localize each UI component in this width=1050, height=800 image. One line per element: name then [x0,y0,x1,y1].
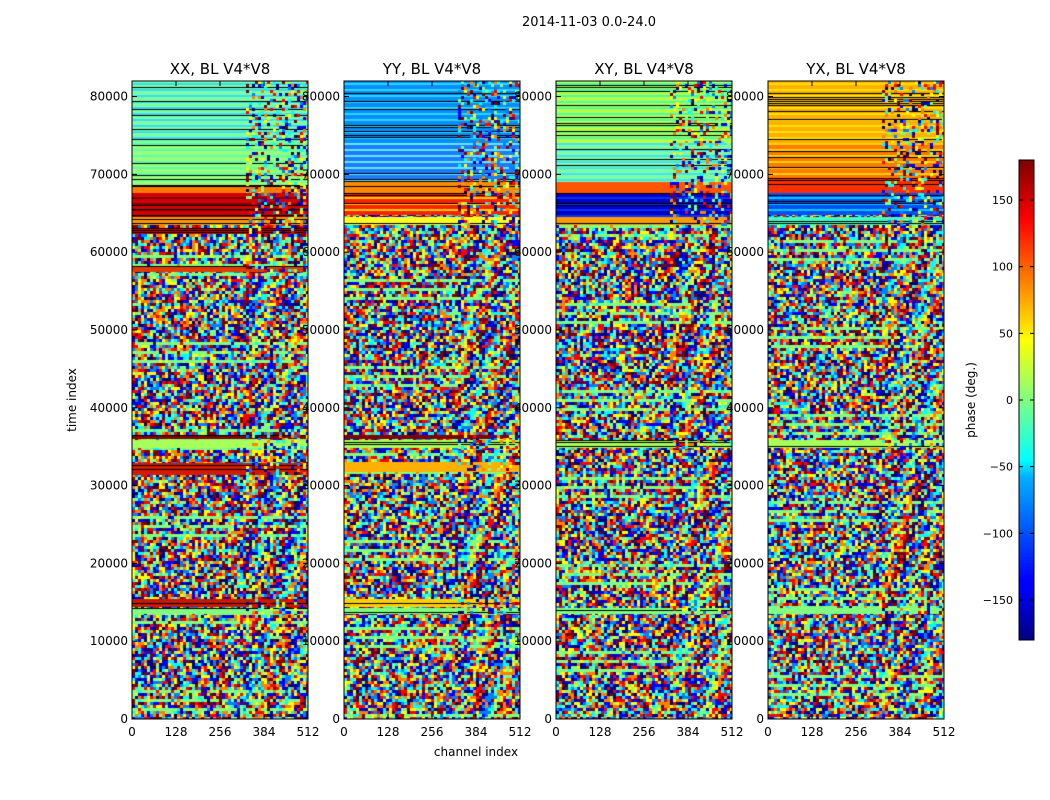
colorbar-tick-label: −100 [983,527,1013,540]
colorbar-tick-label: 50 [999,327,1013,340]
y-tick-label: 20000 [514,556,552,570]
y-tick-label: 50000 [726,323,764,337]
x-tick-label: 256 [845,725,868,739]
x-tick-label: 256 [209,725,232,739]
colorbar-tick-label: 100 [992,261,1013,274]
colorbar-label: phase (deg.) [964,362,978,438]
y-axis-label: time index [65,368,79,432]
x-tick-label: 512 [509,725,532,739]
x-tick-label: 0 [128,725,136,739]
y-tick-label: 60000 [302,245,340,259]
panel-2: YY, BL V4*V8 0 128 256 384 512 0 10000 20000 3000… [302,60,532,739]
y-tick-label: 30000 [302,479,340,493]
figure-suptitle: 2014-11-03 0.0-24.0 [522,15,656,30]
y-tick-label: 0 [544,712,552,726]
y-tick-label: 60000 [726,245,764,259]
y-tick-label: 70000 [90,167,128,181]
panel-1: XX, BL V4*V8 0 128 256 384 512 0 10000 20000 3000… [90,60,320,739]
x-tick-label: 0 [552,725,560,739]
colorbar-tick-label: −50 [990,461,1013,474]
y-tick-label: 80000 [726,90,764,104]
y-tick-label: 10000 [90,634,128,648]
y-tick-label: 0 [120,712,128,726]
y-tick-label: 10000 [514,634,552,648]
x-tick-label: 512 [721,725,744,739]
y-tick-label: 20000 [302,556,340,570]
y-tick-label: 80000 [514,90,552,104]
y-tick-label: 60000 [514,245,552,259]
y-tick-label: 70000 [726,167,764,181]
x-tick-label: 512 [297,725,320,739]
y-tick-label: 40000 [90,401,128,415]
heatmap-image [132,81,308,719]
x-tick-label: 128 [377,725,400,739]
y-tick-label: 70000 [302,167,340,181]
y-tick-label: 40000 [514,401,552,415]
panel-title: YY, BL V4*V8 [382,60,481,78]
x-tick-label: 512 [933,725,956,739]
panel-3: XY, BL V4*V8 0 128 256 384 512 0 10000 20000 3000… [514,60,744,739]
y-tick-label: 10000 [302,634,340,648]
y-tick-label: 0 [332,712,340,726]
y-tick-label: 50000 [514,323,552,337]
heatmap-image [556,81,732,719]
heatmap-image [344,81,520,719]
x-tick-label: 128 [589,725,612,739]
x-tick-label: 256 [421,725,444,739]
panel-4: YX, BL V4*V8 0 128 256 384 512 0 10000 20000 3000… [726,60,956,739]
heatmap-image [768,81,944,719]
y-tick-label: 20000 [726,556,764,570]
x-tick-label: 256 [633,725,656,739]
y-tick-label: 10000 [726,634,764,648]
y-tick-label: 80000 [302,90,340,104]
panel-title: XY, BL V4*V8 [594,60,694,78]
colorbar-tick-label: 0 [1006,394,1013,407]
y-tick-label: 30000 [514,479,552,493]
y-tick-label: 40000 [302,401,340,415]
y-tick-label: 0 [756,712,764,726]
y-tick-label: 30000 [90,479,128,493]
y-tick-label: 30000 [726,479,764,493]
x-tick-label: 0 [764,725,772,739]
heatmap-panels: XX, BL V4*V8 0 128 256 384 512 0 10000 20000 3000… [90,60,956,739]
x-tick-label: 128 [801,725,824,739]
y-tick-label: 20000 [90,556,128,570]
colorbar: phase (deg.) 150 100 50 0 −50 −100 −150 [964,159,1035,641]
y-tick-label: 50000 [90,323,128,337]
panel-title: XX, BL V4*V8 [170,60,271,78]
colorbar-tick-label: −150 [983,594,1013,607]
y-tick-label: 40000 [726,401,764,415]
x-tick-label: 0 [340,725,348,739]
y-tick-label: 60000 [90,245,128,259]
colorbar-tick-label: 150 [992,194,1013,207]
y-tick-label: 70000 [514,167,552,181]
x-tick-label: 384 [889,725,912,739]
x-tick-label: 384 [677,725,700,739]
y-tick-label: 80000 [90,90,128,104]
x-tick-label: 128 [165,725,188,739]
x-tick-label: 384 [253,725,276,739]
panel-title: YX, BL V4*V8 [805,60,906,78]
y-tick-label: 50000 [302,323,340,337]
x-axis-label: channel index [434,745,518,759]
x-tick-label: 384 [465,725,488,739]
